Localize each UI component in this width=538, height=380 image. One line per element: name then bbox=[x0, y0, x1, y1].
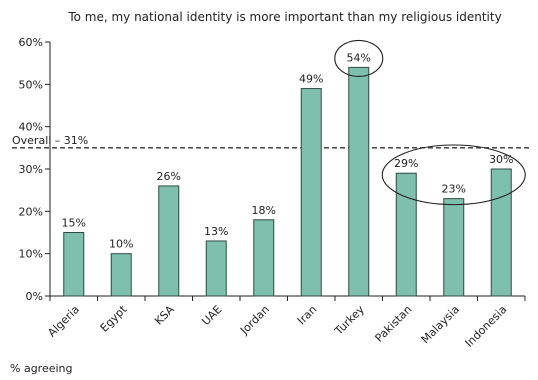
y-tick-label: 10% bbox=[19, 248, 43, 261]
category-label-iran: Iran bbox=[295, 303, 319, 327]
category-label-ksa: KSA bbox=[152, 303, 177, 328]
data-labels: 15% 10% 26% 13% 18% 49% 54% 29% 23% 30% bbox=[62, 51, 514, 250]
category-label-malaysia: Malaysia bbox=[419, 303, 462, 346]
bar-jordan bbox=[253, 219, 275, 297]
overall-reference-label: Overall – 31% bbox=[12, 134, 88, 147]
data-label-indonesia: 30% bbox=[489, 153, 513, 166]
data-label-egypt: 10% bbox=[109, 238, 133, 251]
data-label-pakistan: 29% bbox=[394, 157, 418, 170]
bar-turkey bbox=[348, 66, 370, 297]
data-label-algeria: 15% bbox=[62, 217, 86, 230]
data-label-iran: 49% bbox=[299, 73, 323, 86]
y-tick-label: 30% bbox=[19, 163, 43, 176]
y-tick-label: 50% bbox=[19, 78, 43, 91]
y-tick-label: 40% bbox=[19, 121, 43, 134]
category-label-uae: UAE bbox=[199, 303, 224, 328]
y-tick-label: 0% bbox=[26, 290, 43, 303]
bar-malaysia bbox=[443, 198, 465, 297]
bar-uae bbox=[205, 240, 227, 297]
category-label-algeria: Algeria bbox=[45, 303, 82, 340]
bar-indonesia bbox=[490, 168, 512, 297]
highlight-ellipse-2 bbox=[381, 144, 526, 206]
bars bbox=[63, 66, 512, 297]
chart-title: To me, my national identity is more impo… bbox=[67, 10, 501, 24]
category-label-turkey: Turkey bbox=[332, 303, 368, 339]
bar-egypt bbox=[110, 253, 132, 297]
category-label-egypt: Egypt bbox=[98, 302, 130, 334]
data-label-malaysia: 23% bbox=[442, 183, 466, 196]
highlight-ellipses bbox=[334, 39, 526, 206]
data-label-turkey: 54% bbox=[347, 51, 371, 64]
category-label-pakistan: Pakistan bbox=[373, 303, 415, 345]
bar-ksa bbox=[158, 185, 180, 297]
y-tick-label: 20% bbox=[19, 205, 43, 218]
y-tick-label: 60% bbox=[19, 36, 43, 49]
data-label-ksa: 26% bbox=[157, 170, 181, 183]
category-label-indonesia: Indonesia bbox=[463, 303, 510, 350]
footer-label: % agreeing bbox=[10, 362, 73, 375]
category-labels: Algeria Egypt KSA UAE Jordan Iran Turkey Pakist… bbox=[45, 302, 509, 349]
category-label-jordan: Jordan bbox=[237, 303, 272, 338]
bar-pakistan bbox=[395, 172, 417, 297]
highlight-ellipse-1 bbox=[334, 39, 384, 77]
data-label-uae: 13% bbox=[204, 225, 228, 238]
bar-algeria bbox=[63, 232, 85, 297]
reference-line-group: Overall – 31% bbox=[12, 134, 530, 149]
data-label-jordan: 18% bbox=[252, 204, 276, 217]
bar-iran bbox=[300, 88, 322, 297]
